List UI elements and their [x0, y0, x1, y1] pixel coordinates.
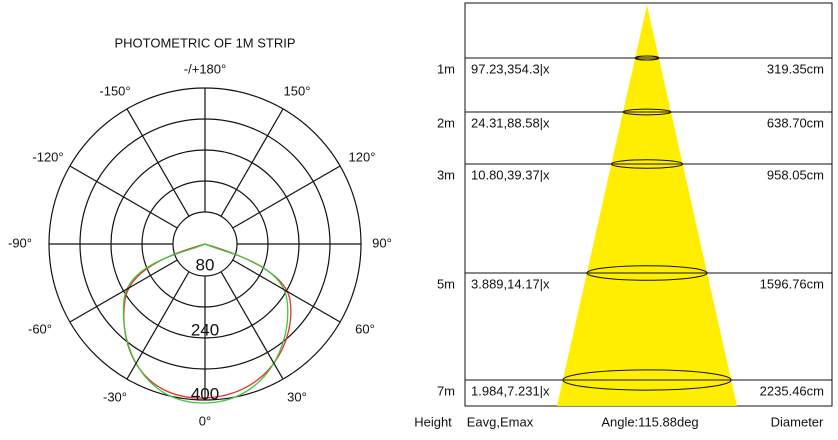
spoke	[126, 108, 190, 217]
spoke	[126, 271, 190, 380]
spoke	[232, 165, 341, 229]
angle-label: 150°	[284, 83, 311, 98]
light-cone	[557, 5, 737, 406]
angle-label: 0°	[199, 413, 211, 428]
row-height: 7m	[437, 383, 455, 398]
angle-label: -150°	[99, 83, 130, 98]
angle-label: 90°	[372, 235, 392, 250]
row-illuminance: 3.889,14.17|x	[471, 276, 550, 291]
spoke	[232, 259, 341, 323]
polar-chart: -/+180° -150° 150° -120° 120° -90° 90° -60° 60° -…	[8, 61, 392, 428]
radial-label: 80	[196, 255, 215, 274]
row-height: 5m	[437, 276, 455, 291]
row-height: 2m	[437, 115, 455, 130]
angle-label: -/+180°	[184, 61, 226, 76]
spoke	[220, 108, 284, 217]
row-illuminance: 97.23,354.3|x	[471, 61, 550, 76]
row-illuminance: 10.80,39.37|x	[471, 167, 550, 182]
spoke	[69, 165, 178, 229]
angle-label: -30°	[103, 389, 127, 404]
angle-label: -120°	[32, 149, 63, 164]
row-illuminance: 1.984,7.231|x	[471, 383, 550, 398]
angle-label: 30°	[287, 389, 307, 404]
row-diameter: 1596.76cm	[760, 276, 824, 291]
green-curve	[122, 243, 289, 404]
polar-title: PHOTOMETRIC OF 1M STRIP	[114, 35, 295, 50]
row-diameter: 958.05cm	[767, 167, 824, 182]
row-height: 3m	[437, 167, 455, 182]
angle-label: -60°	[28, 321, 52, 336]
row-height: 1m	[437, 61, 455, 76]
footer-angle: Angle:115.88deg	[601, 414, 698, 429]
radial-label: 240	[191, 320, 219, 339]
angle-label: 120°	[349, 149, 376, 164]
spoke	[69, 259, 178, 323]
footer-illuminance: Eavg,Emax	[467, 414, 534, 429]
footer-height: Height	[414, 414, 452, 429]
cone-diagram: 1m 97.23,354.3|x 319.35cm 2m 24.31,88.58|x 63…	[414, 2, 833, 429]
footer-diameter: Diameter	[771, 414, 824, 429]
row-illuminance: 24.31,88.58|x	[471, 115, 550, 130]
radial-label: 400	[191, 384, 219, 403]
row-diameter: 2235.46cm	[760, 383, 824, 398]
row-diameter: 638.70cm	[767, 115, 824, 130]
row-diameter: 319.35cm	[767, 61, 824, 76]
angle-label: 60°	[355, 321, 375, 336]
angle-label: -90°	[8, 235, 32, 250]
spoke	[220, 271, 284, 380]
